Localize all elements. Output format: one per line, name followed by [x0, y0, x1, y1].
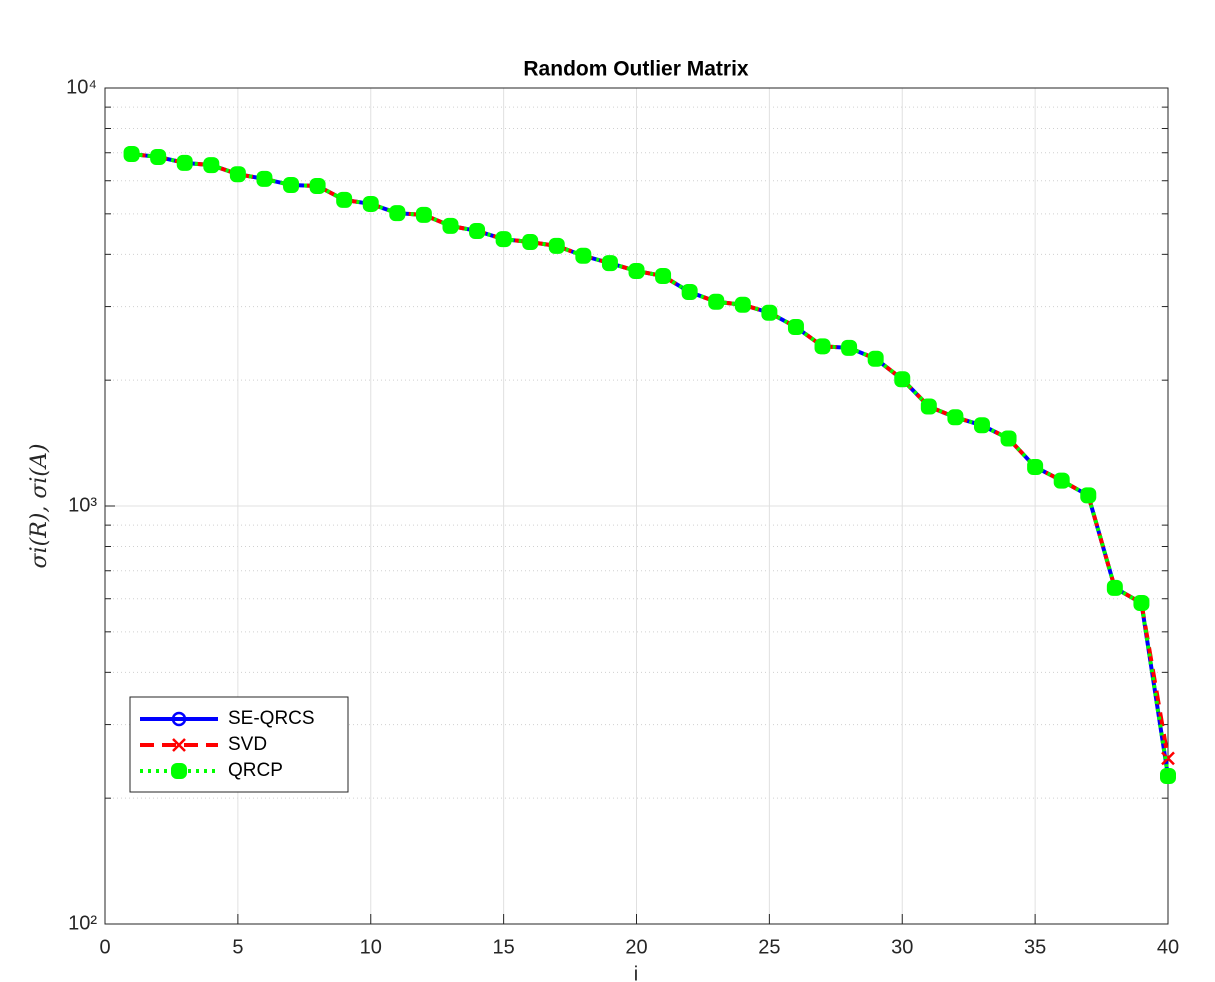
marker — [522, 234, 539, 251]
chart-title: Random Outlier Matrix — [523, 58, 749, 81]
series-line — [131, 152, 1170, 777]
marker — [681, 284, 698, 301]
marker — [548, 237, 565, 254]
marker — [814, 338, 831, 355]
marker — [734, 296, 751, 313]
marker — [495, 231, 512, 248]
marker — [283, 177, 300, 194]
marker — [362, 195, 379, 212]
marker — [171, 711, 187, 727]
marker — [628, 262, 645, 279]
marker — [1106, 579, 1123, 596]
marker — [123, 146, 140, 163]
marker — [841, 339, 858, 356]
marker — [708, 293, 725, 310]
x-tick-label: 40 — [1157, 936, 1179, 958]
marker — [336, 191, 353, 208]
marker — [176, 154, 193, 171]
y-tick-label: 10³ — [68, 494, 97, 516]
marker — [894, 371, 911, 388]
marker — [1027, 458, 1044, 475]
legend-label: SVD — [228, 734, 267, 755]
y-axis-label: σi(R), σi(A) — [27, 444, 52, 569]
marker — [1161, 751, 1175, 766]
marker — [787, 319, 804, 336]
x-tick-label: 35 — [1024, 936, 1046, 958]
marker — [1080, 487, 1097, 504]
marker — [150, 148, 167, 165]
marker — [601, 255, 618, 272]
y-tick-label: 10⁴ — [66, 76, 97, 98]
marker — [389, 205, 406, 222]
marker — [442, 217, 459, 234]
marker — [203, 157, 220, 174]
legend: SE-QRCS SVD QRCP — [129, 696, 349, 793]
y-tick-label: 10² — [68, 912, 97, 934]
x-tick-label: 0 — [99, 936, 110, 958]
marker — [415, 206, 432, 223]
marker — [172, 738, 186, 752]
x-tick-label: 25 — [758, 936, 780, 958]
x-tick-label: 15 — [493, 936, 515, 958]
marker — [1133, 595, 1150, 612]
marker — [1053, 472, 1070, 489]
marker — [575, 247, 592, 264]
x-tick-label: 5 — [232, 936, 243, 958]
x-tick-label: 10 — [360, 936, 382, 958]
marker — [171, 763, 187, 779]
marker — [256, 170, 273, 187]
marker — [867, 350, 884, 367]
marker — [469, 222, 486, 239]
x-axis-label: i — [634, 963, 638, 982]
marker — [229, 166, 246, 183]
marker — [947, 409, 964, 426]
marker — [761, 304, 778, 321]
x-tick-label: 30 — [891, 936, 913, 958]
marker — [309, 177, 326, 194]
marker — [655, 268, 672, 285]
marker — [920, 398, 937, 415]
marker — [1000, 430, 1017, 447]
legend-label: SE-QRCS — [228, 708, 315, 729]
x-tick-label: 20 — [625, 936, 647, 958]
marker — [1160, 767, 1176, 784]
marker — [973, 417, 990, 434]
plot-frame — [104, 87, 1169, 925]
legend-label: QRCP — [228, 760, 283, 781]
